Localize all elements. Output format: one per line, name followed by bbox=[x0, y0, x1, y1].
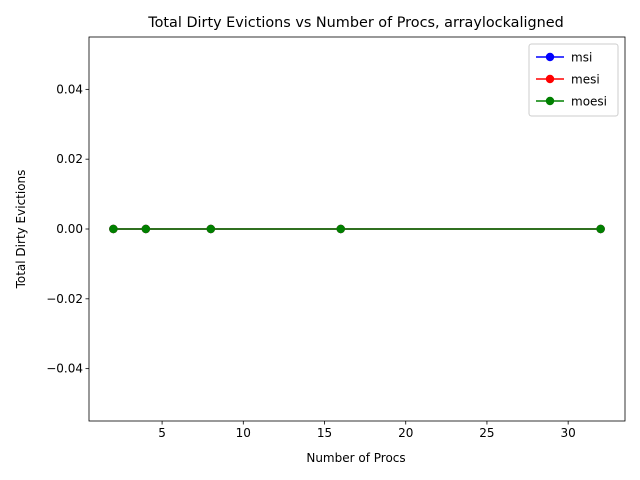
y-tick-label--0.04: −0.04 bbox=[46, 362, 83, 376]
x-tick-label-5: 5 bbox=[158, 426, 166, 440]
series-layer bbox=[109, 224, 605, 234]
x-axis-title: Number of Procs bbox=[306, 451, 405, 465]
y-tick-label--0.02: −0.02 bbox=[46, 292, 83, 306]
x-tick-label-25: 25 bbox=[479, 426, 494, 440]
data-point-moesi-16 bbox=[336, 224, 345, 234]
legend-label-mesi: mesi bbox=[571, 73, 600, 87]
x-tick-label-30: 30 bbox=[561, 426, 576, 440]
legend-label-moesi: moesi bbox=[571, 95, 607, 109]
data-point-moesi-32 bbox=[596, 224, 605, 234]
y-tick-label-0.04: 0.04 bbox=[56, 82, 83, 96]
legend-marker-msi bbox=[545, 52, 555, 62]
x-tick-label-10: 10 bbox=[236, 426, 251, 440]
x-tick-label-20: 20 bbox=[398, 426, 413, 440]
x-tick-label-15: 15 bbox=[317, 426, 332, 440]
chart-title: Total Dirty Evictions vs Number of Procs… bbox=[147, 15, 563, 31]
data-point-moesi-4 bbox=[141, 224, 151, 234]
y-axis-title: Total Dirty Evictions bbox=[14, 170, 28, 290]
data-point-moesi-8 bbox=[206, 224, 216, 234]
legend-marker-mesi bbox=[545, 74, 555, 84]
legend-marker-moesi bbox=[545, 96, 555, 106]
legend-label-msi: msi bbox=[571, 51, 592, 65]
y-tick-label-0: 0.00 bbox=[56, 222, 83, 236]
data-point-moesi-2 bbox=[109, 224, 118, 234]
y-tick-label-0.02: 0.02 bbox=[56, 152, 83, 166]
axes-layer: 5 10 15 20 25 30 −0.04 −0.02 0.00 0.02 0.04 bbox=[46, 36, 626, 440]
legend: msi mesi moesi bbox=[528, 43, 619, 117]
